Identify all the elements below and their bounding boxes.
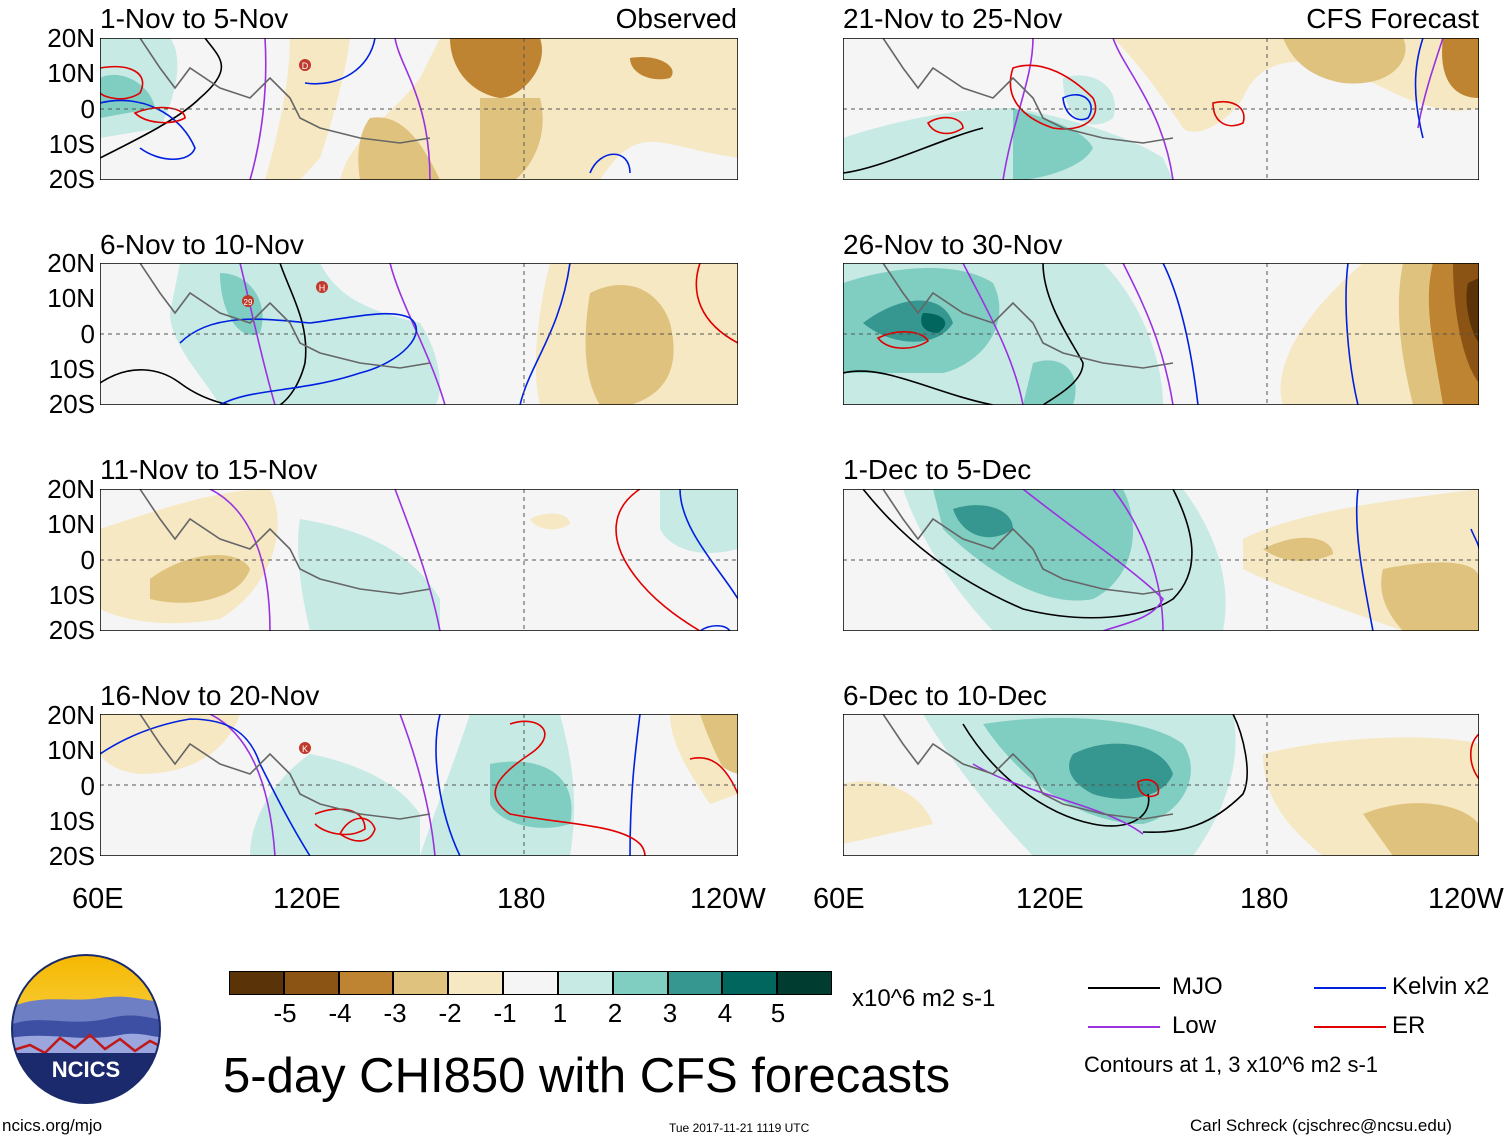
legend-er: ER bbox=[1392, 1012, 1426, 1039]
colorbar-tick: 1 bbox=[552, 998, 568, 1028]
y-tick-label: 20S bbox=[48, 389, 95, 419]
y-tick-label: 10S bbox=[48, 354, 95, 384]
y-tick-label: 20N bbox=[47, 474, 95, 504]
storm-marker: K bbox=[302, 744, 308, 754]
colorbar-tick: 5 bbox=[770, 998, 786, 1028]
colorbar-tick: 4 bbox=[717, 998, 733, 1028]
storm-marker: 29 bbox=[244, 298, 253, 307]
panel-title-2: 6-Nov to 10-Nov bbox=[100, 229, 304, 260]
y-tick-label: 20N bbox=[47, 23, 95, 53]
y-tick-label: 10N bbox=[47, 283, 95, 313]
logo-text: NCICS bbox=[52, 1057, 120, 1082]
panel-title-4: 16-Nov to 20-Nov bbox=[100, 680, 320, 711]
legend-line-mjo bbox=[1088, 987, 1160, 989]
colorbar-bin bbox=[283, 971, 339, 995]
legend-mjo: MJO bbox=[1172, 973, 1223, 1000]
main-title: 5-day CHI850 with CFS forecasts bbox=[223, 1049, 951, 1103]
footer-url[interactable]: ncics.org/mjo bbox=[2, 1116, 103, 1135]
x-tick-label: 180 bbox=[497, 883, 546, 915]
colorbar bbox=[229, 971, 832, 995]
colorbar-bin bbox=[448, 971, 504, 995]
y-tick-label: 20N bbox=[47, 248, 95, 278]
panel-title-7: 1-Dec to 5-Dec bbox=[843, 454, 1032, 485]
panel-title-1: 1-Nov to 5-Nov bbox=[100, 3, 289, 34]
map-panel-6 bbox=[843, 263, 1479, 405]
legend-line-er bbox=[1314, 1026, 1386, 1028]
colorbar-bin bbox=[503, 971, 558, 995]
y-tick-label: 20N bbox=[47, 700, 95, 730]
y-tick-label: 0 bbox=[80, 771, 95, 801]
y-tick-label: 10S bbox=[48, 580, 95, 610]
x-tick-label: 120E bbox=[1016, 883, 1084, 915]
units-label: x10^6 m2 s-1 bbox=[852, 985, 996, 1012]
y-tick-label: 10N bbox=[47, 509, 95, 539]
y-tick-label: 0 bbox=[80, 94, 95, 124]
colorbar-bin bbox=[338, 971, 394, 995]
x-tick-label: 120W bbox=[690, 883, 766, 915]
colorbar-bin bbox=[612, 971, 668, 995]
panel-title-6: 26-Nov to 30-Nov bbox=[843, 229, 1063, 260]
panel-title-5: 21-Nov to 25-Nov bbox=[843, 3, 1063, 34]
legend-line-kelvin bbox=[1314, 987, 1386, 989]
observed-label: Observed bbox=[615, 3, 737, 34]
colorbar-bin bbox=[777, 971, 832, 995]
map-panel-4: K bbox=[100, 714, 738, 856]
storm-marker: H bbox=[319, 283, 326, 293]
colorbar-tick: 2 bbox=[607, 998, 623, 1028]
colorbar-bin bbox=[229, 971, 284, 995]
map-panel-2: 29 H bbox=[100, 263, 738, 405]
legend-low: Low bbox=[1172, 1012, 1217, 1039]
x-tick-label: 180 bbox=[1240, 883, 1289, 915]
y-tick-label: 20S bbox=[48, 615, 95, 645]
y-tick-label: 0 bbox=[80, 545, 95, 575]
ncics-logo: NCICS bbox=[11, 954, 161, 1104]
panel-title-8: 6-Dec to 10-Dec bbox=[843, 680, 1047, 711]
footer-credit: Carl Schreck (cjschrec@ncsu.edu) bbox=[1190, 1116, 1452, 1135]
colorbar-tick: -5 bbox=[273, 998, 297, 1028]
y-tick-label: 10N bbox=[47, 735, 95, 765]
contour-note: Contours at 1, 3 x10^6 m2 s-1 bbox=[1084, 1052, 1379, 1077]
panel-title-3: 11-Nov to 15-Nov bbox=[100, 454, 318, 485]
y-tick-label: 20S bbox=[48, 841, 95, 871]
colorbar-tick: 3 bbox=[662, 998, 678, 1028]
y-tick-label: 10S bbox=[48, 129, 95, 159]
colorbar-bin bbox=[667, 971, 723, 995]
map-panel-8 bbox=[843, 714, 1479, 856]
y-tick-label: 20S bbox=[48, 164, 95, 194]
colorbar-bin bbox=[557, 971, 613, 995]
y-tick-label: 0 bbox=[80, 319, 95, 349]
colorbar-tick: -3 bbox=[383, 998, 407, 1028]
legend-line-low bbox=[1088, 1026, 1160, 1028]
x-tick-label: 120E bbox=[273, 883, 341, 915]
colorbar-bin bbox=[393, 971, 449, 995]
x-tick-label: 120W bbox=[1428, 883, 1504, 915]
x-tick-label: 60E bbox=[72, 883, 124, 915]
storm-marker: D bbox=[302, 61, 309, 71]
timestamp: Tue 2017-11-21 1119 UTC bbox=[669, 1121, 810, 1135]
y-tick-label: 10S bbox=[48, 806, 95, 836]
colorbar-tick: -4 bbox=[328, 998, 352, 1028]
forecast-label: CFS Forecast bbox=[1306, 3, 1479, 34]
colorbar-bin bbox=[722, 971, 778, 995]
y-tick-label: 10N bbox=[47, 58, 95, 88]
x-tick-label: 60E bbox=[813, 883, 865, 915]
legend-kelvin: Kelvin x2 bbox=[1392, 973, 1490, 1000]
map-panel-3 bbox=[100, 489, 738, 631]
colorbar-tick: -2 bbox=[438, 998, 462, 1028]
colorbar-tick: -1 bbox=[493, 998, 517, 1028]
map-panel-7 bbox=[843, 489, 1479, 631]
map-panel-1: D bbox=[100, 38, 738, 180]
map-panel-5 bbox=[843, 38, 1479, 180]
